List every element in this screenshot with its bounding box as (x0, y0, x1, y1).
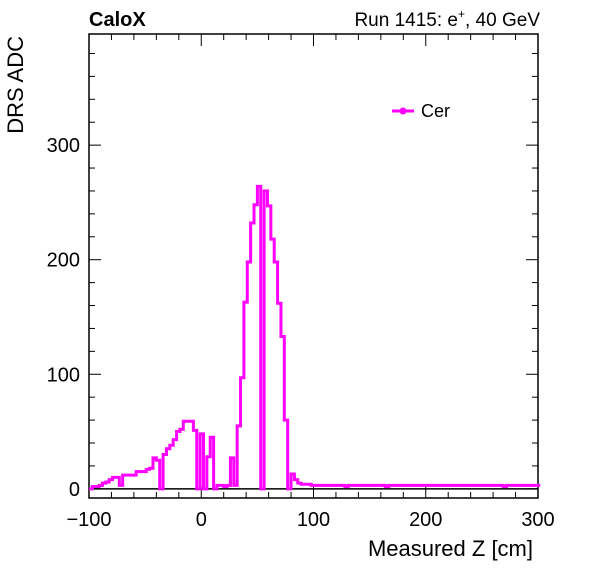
y-tick-label: 0 (69, 479, 80, 501)
series-line-cer (89, 184, 541, 491)
plot-frame (88, 33, 539, 499)
legend: Cer (392, 101, 450, 121)
ticks-layer: −100 0 100 200 300 0 100 200 300 (47, 34, 555, 531)
plot-frame-layer (88, 33, 539, 499)
legend-swatch-marker (399, 107, 407, 115)
run-label-text: Run 1415: e (354, 10, 458, 31)
series-layer (89, 184, 541, 491)
x-tick-label: 300 (521, 509, 554, 531)
x-tick-label: 100 (297, 509, 330, 531)
x-tick-label: 0 (196, 509, 207, 531)
y-tick-label: 300 (47, 135, 80, 157)
run-label-energy: , 40 GeV (465, 10, 540, 31)
x-tick-label: −100 (66, 509, 111, 531)
x-tick-label: 200 (409, 509, 442, 531)
experiment-label: CaloX (89, 9, 146, 31)
legend-label-cer: Cer (421, 101, 450, 121)
run-label-superscript: + (458, 7, 465, 21)
y-tick-label: 200 (47, 250, 80, 272)
y-tick-label: 100 (47, 364, 80, 386)
y-axis-title: DRS ADC (3, 36, 28, 134)
run-label: Run 1415: e+, 40 GeV (354, 7, 540, 31)
x-axis-title: Measured Z [cm] (368, 536, 533, 561)
